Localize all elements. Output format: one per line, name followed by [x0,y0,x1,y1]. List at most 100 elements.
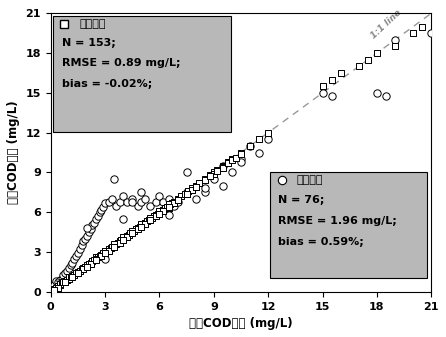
Point [174,196,181,202]
Point [100,204,107,210]
Text: RMSE = 1.96 mg/L;: RMSE = 1.96 mg/L; [278,216,397,226]
Point [73,253,80,259]
Point [206,174,214,179]
Point [62,271,69,276]
Point [111,244,118,249]
Text: N = 153;: N = 153; [62,37,116,48]
Point [192,196,199,202]
Point [85,229,92,235]
Point [54,280,62,285]
Point [69,275,76,280]
Point [201,176,208,182]
Point [152,199,159,204]
Point [183,191,190,196]
Point [80,239,87,244]
Point [49,288,56,293]
Point [129,229,136,235]
Point [147,215,154,220]
Point [154,211,161,216]
Point [170,200,178,206]
Point [228,156,235,162]
Point [183,191,190,196]
Point [80,267,87,272]
Point [107,245,114,251]
Point [147,216,154,221]
Point [192,184,199,190]
FancyBboxPatch shape [53,16,231,132]
Point [158,208,165,214]
Point [83,263,91,268]
Point [225,160,232,166]
Point [264,130,272,135]
Point [71,272,78,277]
Point [247,143,254,149]
Point [163,204,170,210]
Point [156,210,163,215]
Point [69,260,76,265]
Point [206,173,214,178]
Point [100,251,107,256]
Point [87,261,94,267]
Point [78,243,85,248]
Point [141,196,149,202]
Point [165,212,172,218]
Point [256,136,263,142]
Point [60,272,67,277]
Point [392,37,399,42]
Point [143,219,150,224]
Point [112,203,120,208]
Point [89,258,96,264]
Point [92,255,99,260]
Text: bias = 0.59%;: bias = 0.59%; [278,237,364,247]
Point [63,277,70,282]
Text: 1:1 line: 1:1 line [369,8,403,40]
Point [170,199,178,204]
Text: 训练样本: 训练样本 [79,19,106,29]
Point [76,247,83,252]
Point [192,184,199,190]
Point [74,251,82,256]
Point [210,176,217,182]
Point [165,202,172,207]
Point [147,216,154,221]
Point [138,221,145,227]
Point [232,155,239,160]
Point [237,151,244,157]
Point [94,255,101,260]
Point [201,178,208,183]
Point [76,268,83,273]
Point [114,240,121,245]
Point [111,176,118,182]
Point [189,187,196,192]
Point [54,285,62,290]
Point [160,207,167,212]
Point [102,256,109,261]
Text: 测试样本: 测试样本 [296,175,323,185]
Point [337,70,344,76]
Point [328,77,335,82]
Point [228,170,235,175]
Text: bias = -0.02%;: bias = -0.02%; [62,79,153,89]
Point [156,211,163,216]
Point [160,208,167,214]
Point [102,251,109,256]
Point [428,31,435,36]
Point [51,286,58,292]
Point [48,288,55,294]
Point [219,163,227,168]
Point [319,90,326,96]
Point [129,199,136,204]
Point [214,168,221,174]
Point [53,285,60,290]
Point [105,248,112,253]
Point [54,284,62,289]
Point [129,196,136,202]
Point [134,227,141,232]
Point [123,234,130,239]
Point [67,263,74,268]
Point [80,265,87,271]
Point [264,136,272,142]
Point [189,186,196,191]
Point [87,260,94,265]
Point [112,241,120,247]
